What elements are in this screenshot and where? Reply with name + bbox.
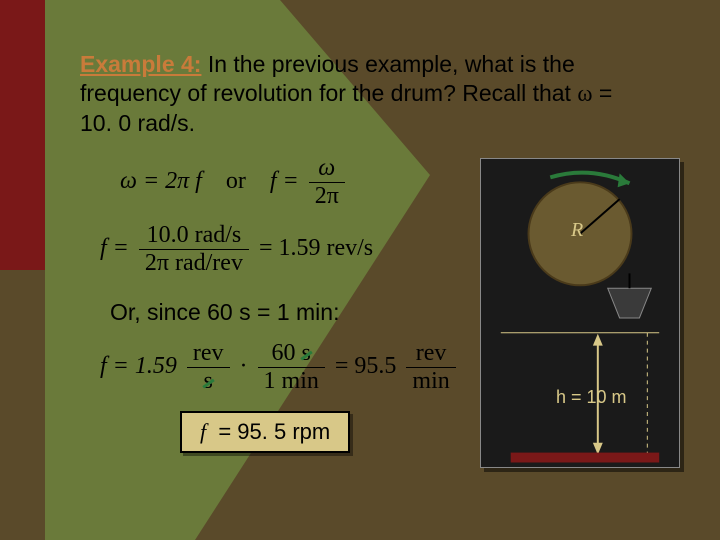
eq1-num: ω [309, 155, 345, 183]
h-label: h = 10 m [556, 387, 627, 408]
eq3-den3: min [406, 368, 455, 395]
eq2-num: 10.0 rad/s [139, 222, 249, 250]
eq2-f: f = [100, 235, 129, 261]
eq3-num3: rev [406, 340, 455, 368]
eq3-f: f = 1.59 [100, 353, 177, 379]
eq3-den2: 1 min [258, 368, 325, 395]
eq1-den: 2π [309, 183, 345, 210]
r-label: R [571, 219, 583, 242]
eq3-num2-strike: s [302, 340, 311, 367]
eq3-den1: s [204, 368, 213, 395]
eq2-result: = 1.59 rev/s [259, 235, 373, 261]
omega-symbol: ω [577, 81, 592, 106]
example-label: Example 4: [80, 51, 201, 77]
eq1-lhs: ω = 2π f [120, 168, 202, 194]
answer-box: f = 95. 5 rpm [180, 411, 350, 453]
eq3-num1: rev [187, 340, 230, 368]
eq1-f: f = [270, 168, 299, 194]
eq3-result: = 95.5 [335, 353, 397, 379]
eq1-or: or [226, 168, 246, 194]
example-title: Example 4: In the previous example, what… [80, 50, 640, 137]
eq2-den: 2π rad/rev [139, 250, 249, 277]
drum-diagram: R h = 10 m [480, 158, 680, 468]
